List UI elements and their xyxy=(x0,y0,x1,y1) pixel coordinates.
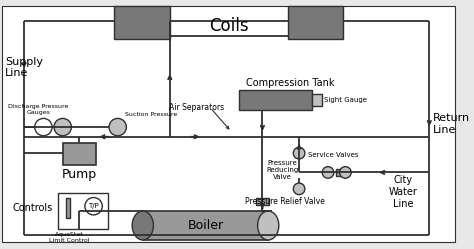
Circle shape xyxy=(293,183,305,195)
Text: Service Valves: Service Valves xyxy=(308,152,358,158)
Text: Compression Tank: Compression Tank xyxy=(246,77,335,88)
Text: Suction Pressure: Suction Pressure xyxy=(126,113,178,118)
Bar xyxy=(255,198,269,205)
Text: Boiler: Boiler xyxy=(187,219,224,232)
Bar xyxy=(143,211,268,240)
Bar xyxy=(336,169,344,176)
Circle shape xyxy=(322,167,334,178)
Bar xyxy=(63,143,97,165)
Circle shape xyxy=(339,167,351,178)
Text: Coils: Coils xyxy=(209,17,248,35)
Bar xyxy=(311,94,322,106)
Ellipse shape xyxy=(257,211,279,240)
Text: Sight Gauge: Sight Gauge xyxy=(324,97,367,103)
Text: Pressure
Reducing
Valve: Pressure Reducing Valve xyxy=(266,160,299,180)
Text: Pressure Relief Valve: Pressure Relief Valve xyxy=(245,196,325,206)
Ellipse shape xyxy=(132,211,154,240)
Circle shape xyxy=(54,119,72,136)
Circle shape xyxy=(85,197,102,215)
Bar xyxy=(288,6,344,39)
Bar xyxy=(114,6,170,39)
Text: Supply
Line: Supply Line xyxy=(5,57,43,78)
Text: AquaStat
Limit Control: AquaStat Limit Control xyxy=(49,232,90,243)
Bar xyxy=(239,90,311,110)
Circle shape xyxy=(293,147,305,159)
Text: Pump: Pump xyxy=(62,168,97,181)
Circle shape xyxy=(109,119,127,136)
Text: Controls: Controls xyxy=(13,203,53,213)
Text: Air Separators: Air Separators xyxy=(169,103,224,112)
Text: Return
Line: Return Line xyxy=(433,113,470,135)
Text: Discharge Pressure
Gauges: Discharge Pressure Gauges xyxy=(9,104,69,115)
Circle shape xyxy=(35,119,52,136)
Text: City
Water
Line: City Water Line xyxy=(389,175,418,208)
Bar xyxy=(58,193,108,229)
Bar xyxy=(65,198,71,218)
Text: T/P: T/P xyxy=(88,203,99,209)
